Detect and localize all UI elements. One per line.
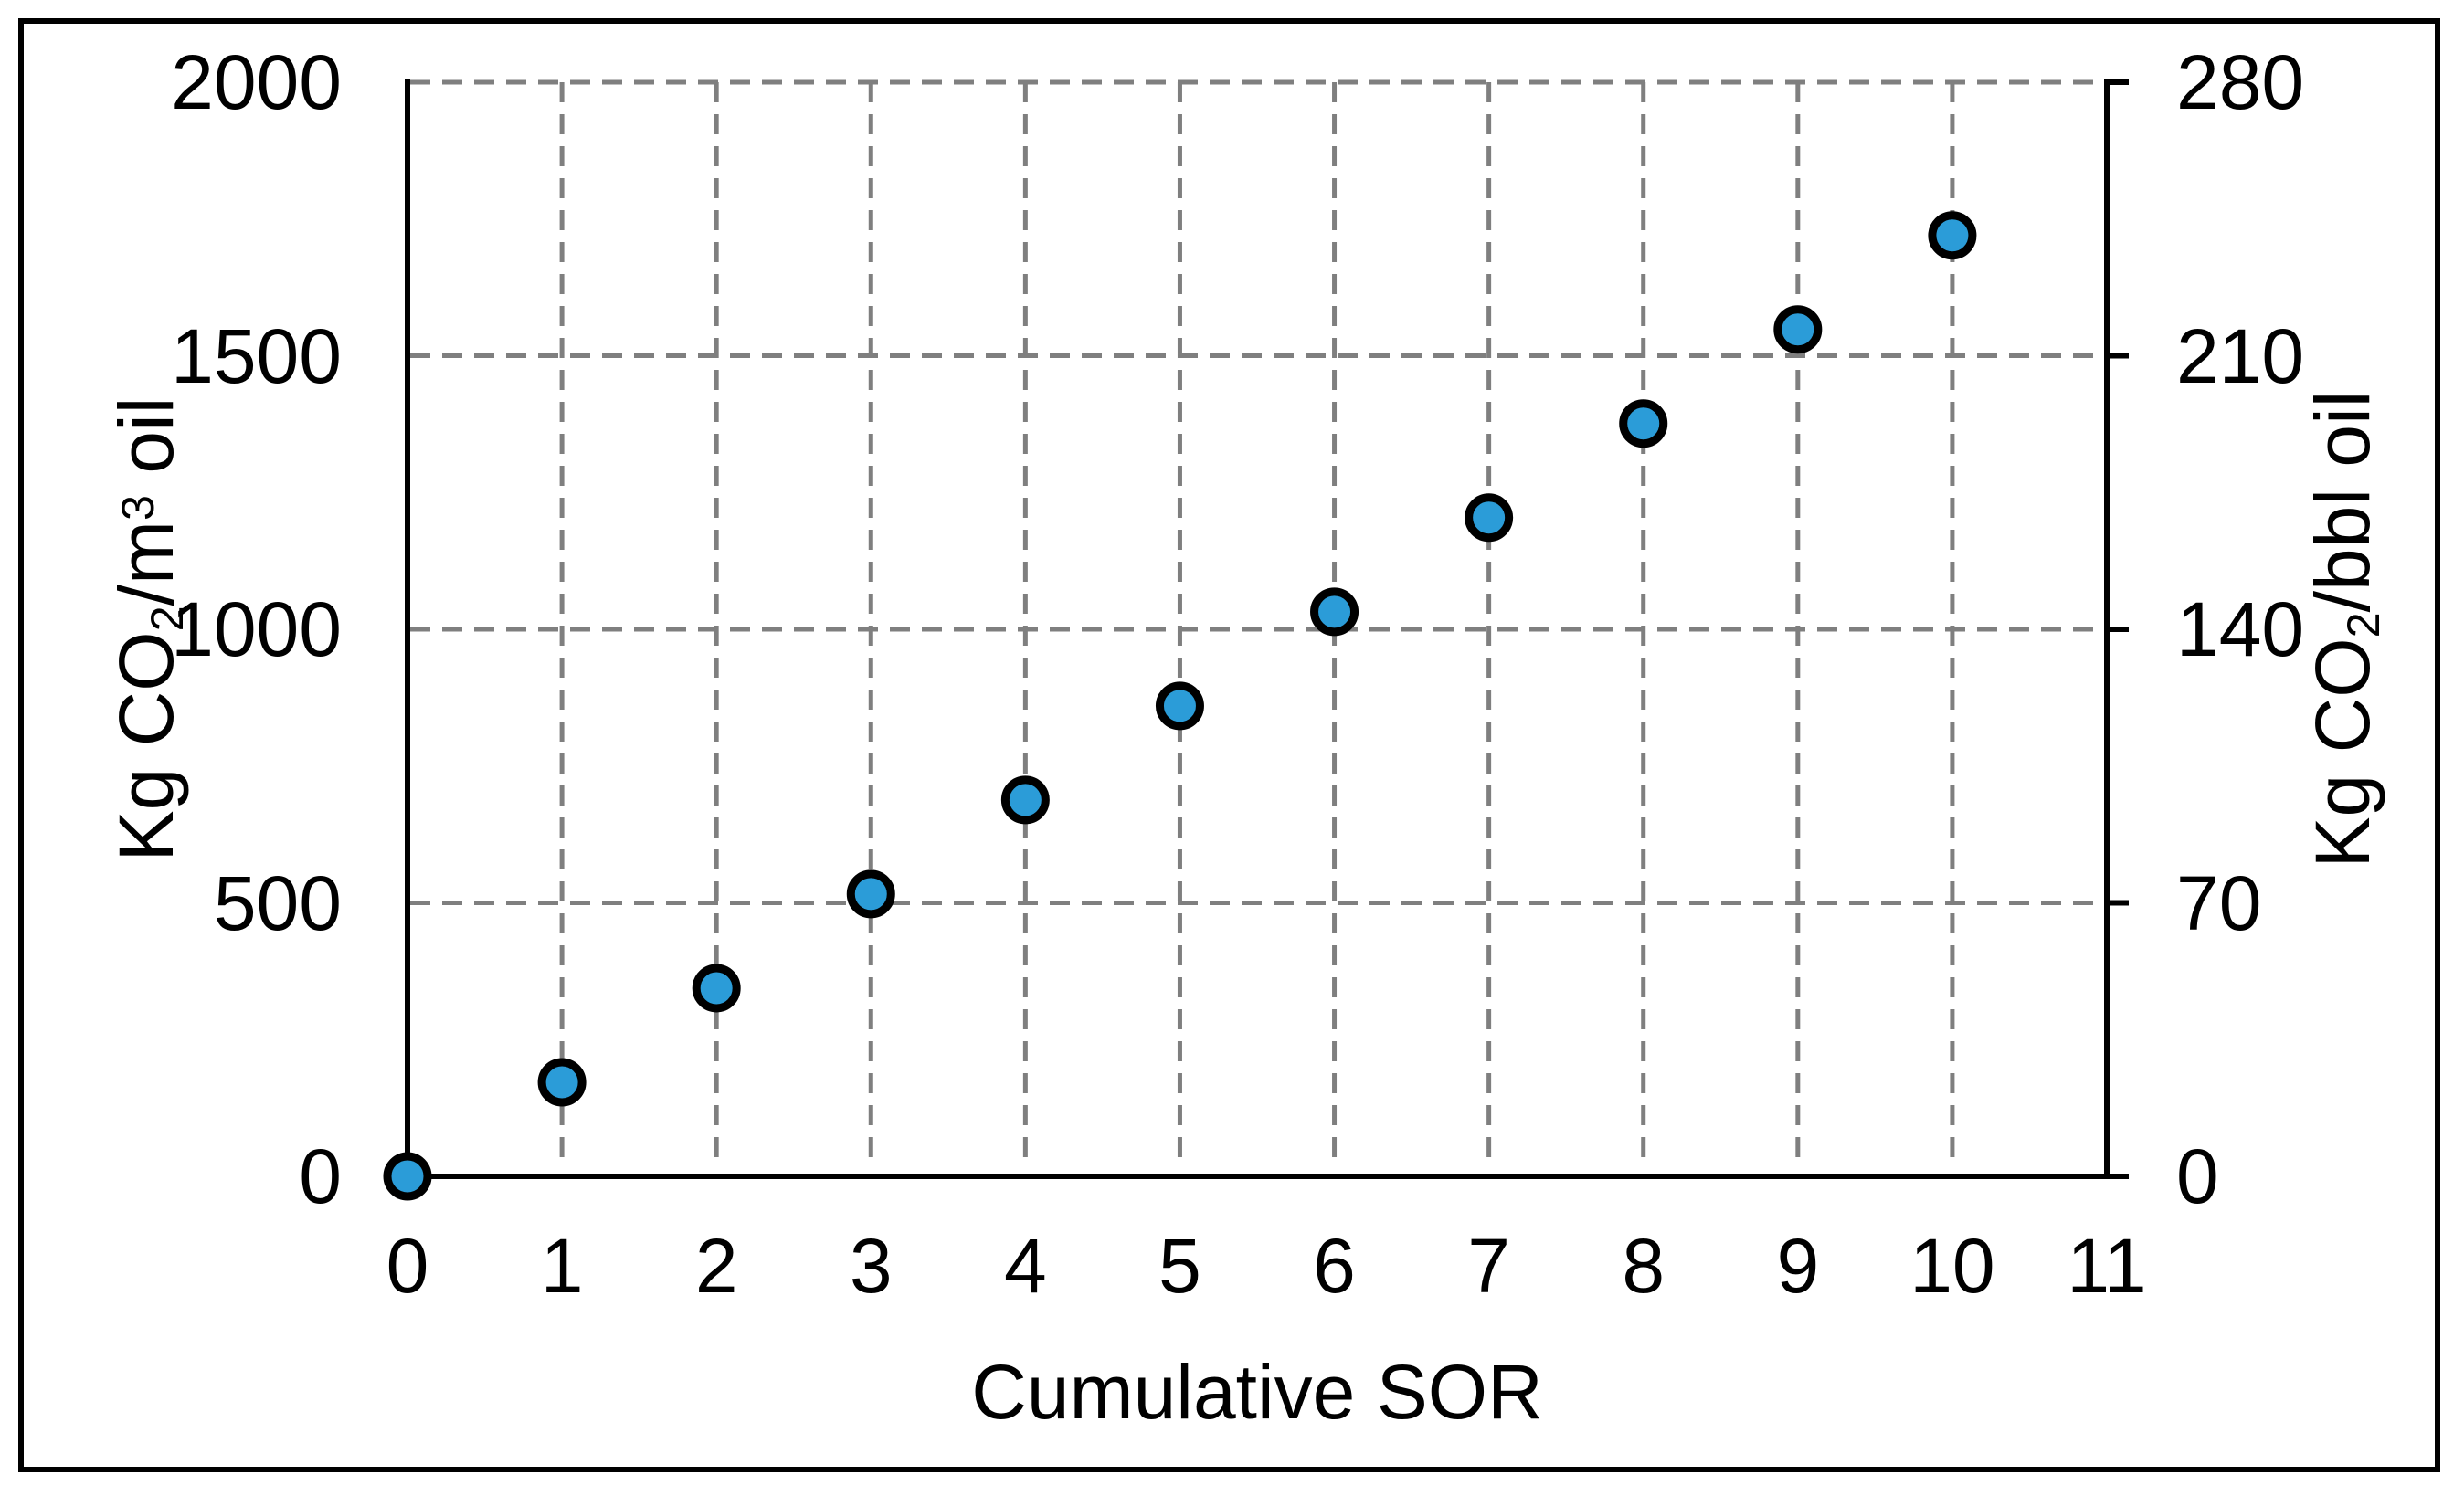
x-axis-tick-label: 7 <box>1467 1223 1510 1309</box>
data-point <box>383 1152 432 1201</box>
y-axis-left-title: Kg CO2/m3 oil <box>103 396 194 862</box>
x-axis-tick-label: 6 <box>1313 1223 1356 1309</box>
x-axis-tick-label: 3 <box>849 1223 893 1309</box>
x-axis-tick-label: 4 <box>1004 1223 1047 1309</box>
right-axis-tick-label: 70 <box>2176 859 2262 946</box>
left-axis-tick-label: 500 <box>213 859 342 946</box>
data-point <box>1310 587 1359 637</box>
x-axis-tick-label: 5 <box>1158 1223 1201 1309</box>
right-axis-tick-label: 0 <box>2176 1133 2219 1219</box>
data-point <box>537 1058 587 1107</box>
x-axis-tick-label: 2 <box>694 1223 738 1309</box>
x-axis-tick-label: 0 <box>386 1223 429 1309</box>
data-point <box>1465 493 1514 543</box>
left-axis-tick-label: 1500 <box>171 312 342 399</box>
left-axis-tick-label: 0 <box>299 1133 342 1219</box>
x-axis-tick-label: 9 <box>1776 1223 1820 1309</box>
x-axis-tick-label: 11 <box>2067 1223 2147 1309</box>
right-axis-tick-label: 140 <box>2176 586 2305 672</box>
data-point <box>1155 681 1204 731</box>
data-point <box>1000 775 1050 825</box>
right-axis-tick-label: 210 <box>2176 312 2305 399</box>
y-axis-right-title: Kg CO2/bbl oil <box>2300 390 2390 869</box>
left-axis-tick-label: 2000 <box>171 39 342 125</box>
x-axis-tick-label: 8 <box>1622 1223 1666 1309</box>
data-point <box>1928 211 1977 260</box>
x-axis-title: Cumulative SOR <box>971 1349 1543 1435</box>
data-point <box>692 964 741 1013</box>
chart-outer-border <box>18 18 2440 1472</box>
data-point <box>846 869 895 919</box>
x-axis-tick-label: 10 <box>1909 1223 1995 1309</box>
x-axis-tick-label: 1 <box>540 1223 584 1309</box>
data-point <box>1773 305 1823 354</box>
data-point <box>1619 399 1668 448</box>
right-axis-tick-label: 280 <box>2176 39 2305 125</box>
left-axis-tick-label: 1000 <box>171 586 342 672</box>
